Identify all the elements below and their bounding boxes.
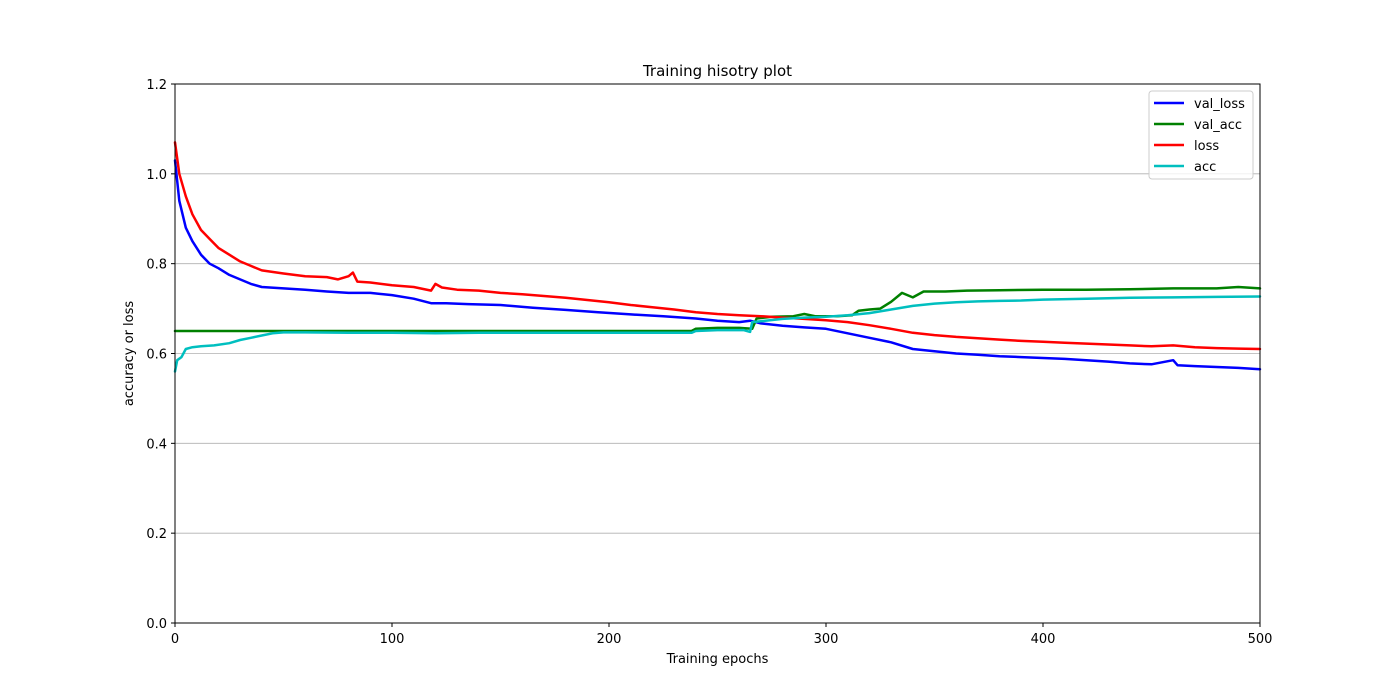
series-line-loss bbox=[173, 141, 1262, 351]
y-tick-label: 0.0 bbox=[146, 617, 167, 632]
legend-label-val-acc: val_acc bbox=[1194, 118, 1242, 133]
x-tick-label: 100 bbox=[380, 632, 405, 647]
y-tick-label: 1.2 bbox=[146, 78, 167, 93]
x-tick-label: 0 bbox=[171, 632, 179, 647]
tick-layer: 0 100 200 300 400 500 0.0 0.2 0.4 0.6 0.8 1.0 1.2 bbox=[146, 78, 1272, 647]
x-tick-label: 200 bbox=[597, 632, 622, 647]
y-tick-label: 0.4 bbox=[146, 437, 167, 452]
y-tick-label: 1.0 bbox=[146, 168, 167, 183]
y-tick-label: 0.2 bbox=[146, 527, 167, 542]
chart-title: Training hisotry plot bbox=[642, 62, 792, 80]
x-tick-label: 300 bbox=[814, 632, 839, 647]
x-tick-label: 500 bbox=[1248, 632, 1273, 647]
x-tick-label: 400 bbox=[1031, 632, 1056, 647]
legend-label-acc: acc bbox=[1194, 160, 1216, 175]
series-line-val-acc bbox=[173, 285, 1262, 333]
x-axis-label: Training epochs bbox=[666, 652, 769, 667]
y-axis-label: accuracy or loss bbox=[122, 301, 137, 407]
y-tick-label: 0.6 bbox=[146, 348, 167, 363]
legend-label-loss: loss bbox=[1194, 139, 1219, 154]
y-tick-label: 0.8 bbox=[146, 258, 167, 273]
legend-box bbox=[1148, 90, 1254, 180]
series-line-val-loss bbox=[173, 159, 1262, 371]
series-layer bbox=[173, 141, 1262, 373]
legend-label-val-loss: val_loss bbox=[1194, 97, 1245, 112]
series-line-acc bbox=[173, 295, 1262, 373]
